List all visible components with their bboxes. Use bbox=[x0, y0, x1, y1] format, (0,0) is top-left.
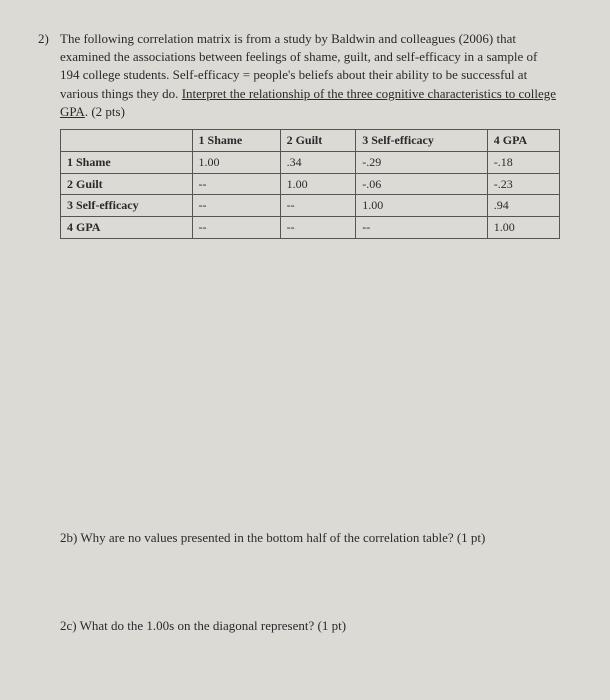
table-row: 1 Shame 1.00 .34 -.29 -.18 bbox=[61, 151, 560, 173]
table-cell: -.06 bbox=[356, 173, 488, 195]
question-text: The following correlation matrix is from… bbox=[60, 30, 560, 121]
sub-question-text: What do the 1.00s on the diagonal repres… bbox=[80, 618, 346, 633]
table-header-cell: 4 GPA bbox=[487, 129, 559, 151]
table-cell: 1.00 bbox=[192, 151, 280, 173]
table-header-cell: 3 Self-efficacy bbox=[356, 129, 488, 151]
table-header-cell bbox=[61, 129, 193, 151]
question-text-part2: . (2 pts) bbox=[85, 104, 125, 119]
table-cell: -- bbox=[192, 195, 280, 217]
table-cell: -- bbox=[192, 217, 280, 239]
table-cell: -.23 bbox=[487, 173, 559, 195]
question-2b: 2b) Why are no values presented in the b… bbox=[60, 529, 560, 547]
table-cell: -- bbox=[192, 173, 280, 195]
spacer bbox=[60, 239, 560, 529]
table-header-row: 1 Shame 2 Guilt 3 Self-efficacy 4 GPA bbox=[61, 129, 560, 151]
table-cell: -.18 bbox=[487, 151, 559, 173]
question-number: 2) bbox=[38, 30, 49, 48]
table-row: 2 Guilt -- 1.00 -.06 -.23 bbox=[61, 173, 560, 195]
table-cell: 4 GPA bbox=[61, 217, 193, 239]
table-cell: 1.00 bbox=[280, 173, 356, 195]
table-cell: 1.00 bbox=[356, 195, 488, 217]
sub-question-label: 2b) bbox=[60, 530, 77, 545]
table-cell: -- bbox=[280, 217, 356, 239]
table-cell: .94 bbox=[487, 195, 559, 217]
table-cell: 1.00 bbox=[487, 217, 559, 239]
table-cell: -- bbox=[280, 195, 356, 217]
table-cell: .34 bbox=[280, 151, 356, 173]
table-header-cell: 2 Guilt bbox=[280, 129, 356, 151]
sub-question-text: Why are no values presented in the botto… bbox=[80, 530, 485, 545]
table-cell: -- bbox=[356, 217, 488, 239]
sub-question-label: 2c) bbox=[60, 618, 77, 633]
correlation-table: 1 Shame 2 Guilt 3 Self-efficacy 4 GPA 1 … bbox=[60, 129, 560, 239]
table-cell: 2 Guilt bbox=[61, 173, 193, 195]
table-cell: -.29 bbox=[356, 151, 488, 173]
table-header-cell: 1 Shame bbox=[192, 129, 280, 151]
table-row: 4 GPA -- -- -- 1.00 bbox=[61, 217, 560, 239]
table-cell: 1 Shame bbox=[61, 151, 193, 173]
question-2: 2) The following correlation matrix is f… bbox=[60, 30, 560, 239]
question-2c: 2c) What do the 1.00s on the diagonal re… bbox=[60, 617, 560, 635]
table-cell: 3 Self-efficacy bbox=[61, 195, 193, 217]
table-row: 3 Self-efficacy -- -- 1.00 .94 bbox=[61, 195, 560, 217]
